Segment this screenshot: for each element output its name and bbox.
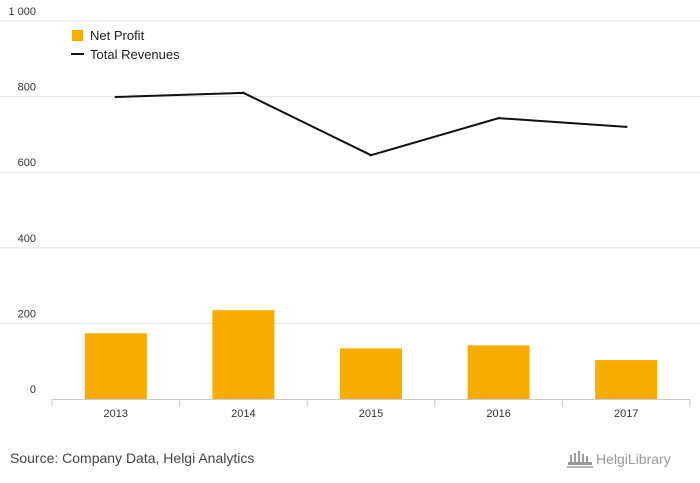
total-revenues-point-2015 bbox=[369, 153, 373, 157]
legend-total-revenues-label: Total Revenues bbox=[90, 47, 180, 62]
bar-net-profit-2017 bbox=[595, 360, 658, 399]
library-building-icon bbox=[567, 451, 593, 468]
x-tick-label: 2013 bbox=[104, 408, 128, 420]
y-tick-label: 200 bbox=[18, 308, 36, 320]
y-tick-label: 600 bbox=[18, 157, 36, 169]
total-revenues-point-2013 bbox=[114, 95, 118, 99]
y-axis-ticks: 0 200 400 600 800 1 000 bbox=[8, 6, 36, 396]
total-revenues-point-2014 bbox=[242, 91, 245, 95]
y-tick-label: 0 bbox=[30, 384, 36, 396]
total-revenues-point-2016 bbox=[497, 116, 500, 120]
bar-net-profit-2015 bbox=[340, 348, 402, 399]
total-revenues-line bbox=[115, 91, 627, 157]
logo-text: HelgiLibrary bbox=[596, 451, 671, 467]
x-tick-label: 2015 bbox=[359, 408, 383, 420]
x-tick-label: 2014 bbox=[231, 408, 255, 420]
bar-net-profit-2014 bbox=[212, 310, 275, 399]
y-tick-label: 800 bbox=[18, 82, 36, 94]
grid-lines bbox=[0, 20, 700, 324]
helgi-library-logo[interactable]: HelgiLibrary bbox=[566, 447, 694, 471]
y-tick-label: 400 bbox=[18, 233, 36, 245]
bar-net-profit-2013 bbox=[84, 333, 147, 399]
x-axis: 2013 2014 2015 2016 2017 bbox=[51, 399, 691, 420]
y-tick-label: 1 000 bbox=[8, 6, 36, 18]
x-tick-label: 2016 bbox=[486, 408, 510, 420]
net-profit-bars bbox=[84, 310, 658, 399]
legend-net-profit-swatch bbox=[72, 30, 83, 41]
legend: Net Profit Total Revenues bbox=[71, 28, 180, 62]
total-revenues-point-2017 bbox=[625, 125, 628, 129]
bar-net-profit-2016 bbox=[467, 345, 530, 399]
source-note: Source: Company Data, Helgi Analytics bbox=[10, 450, 255, 466]
total-revenues-line-group bbox=[114, 91, 628, 157]
legend-net-profit-label: Net Profit bbox=[90, 28, 145, 43]
x-tick-label: 2017 bbox=[614, 408, 638, 420]
